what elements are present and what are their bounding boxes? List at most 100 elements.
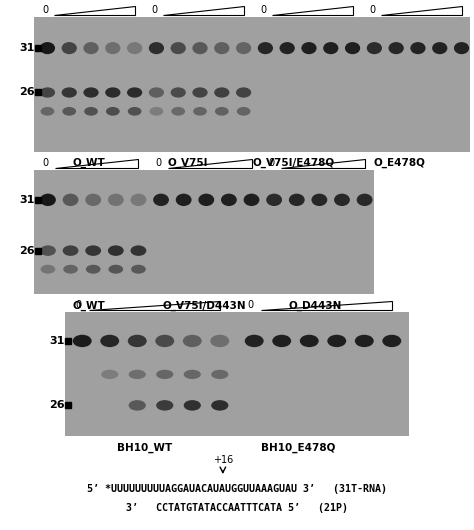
Text: 0: 0	[42, 5, 48, 15]
Ellipse shape	[130, 193, 146, 206]
Text: O_WT: O_WT	[72, 158, 105, 168]
Text: O_WT: O_WT	[72, 301, 105, 311]
Ellipse shape	[109, 265, 123, 273]
Bar	[35, 170, 374, 294]
Ellipse shape	[236, 42, 251, 54]
Ellipse shape	[101, 370, 118, 379]
Bar	[65, 313, 409, 436]
Ellipse shape	[171, 107, 185, 116]
Ellipse shape	[272, 335, 291, 347]
Text: 31: 31	[50, 336, 65, 346]
Ellipse shape	[84, 107, 98, 116]
Ellipse shape	[311, 193, 327, 206]
Ellipse shape	[300, 335, 319, 347]
Ellipse shape	[150, 107, 163, 116]
Ellipse shape	[131, 265, 146, 273]
Ellipse shape	[40, 42, 55, 54]
Ellipse shape	[176, 193, 191, 206]
Text: 0: 0	[269, 158, 275, 168]
Ellipse shape	[171, 42, 186, 54]
Ellipse shape	[211, 370, 228, 379]
Ellipse shape	[237, 107, 250, 116]
Ellipse shape	[100, 335, 119, 347]
Bar	[35, 17, 470, 152]
Ellipse shape	[155, 335, 174, 347]
Text: 5’ *UUUUUUUUUAGGAUACAUAUGGUUAAAGUAU 3’   (31T-RNA): 5’ *UUUUUUUUUAGGAUACAUAUGGUUAAAGUAU 3’ (…	[87, 484, 387, 494]
Ellipse shape	[41, 107, 55, 116]
Ellipse shape	[63, 193, 79, 206]
Text: O_V75I/E478Q: O_V75I/E478Q	[253, 158, 335, 168]
Ellipse shape	[214, 87, 229, 98]
Ellipse shape	[236, 87, 251, 98]
Ellipse shape	[105, 42, 120, 54]
Ellipse shape	[63, 265, 78, 273]
Text: 0: 0	[260, 5, 266, 15]
Text: 26: 26	[19, 87, 35, 98]
Ellipse shape	[153, 193, 169, 206]
Ellipse shape	[215, 107, 228, 116]
Ellipse shape	[149, 87, 164, 98]
Ellipse shape	[367, 42, 382, 54]
Ellipse shape	[108, 245, 124, 256]
Ellipse shape	[389, 42, 404, 54]
Ellipse shape	[210, 335, 229, 347]
Ellipse shape	[280, 42, 295, 54]
Ellipse shape	[198, 193, 214, 206]
Ellipse shape	[128, 370, 146, 379]
Text: BH10_E478Q: BH10_E478Q	[261, 443, 336, 453]
Polygon shape	[89, 301, 220, 311]
Polygon shape	[163, 6, 244, 15]
Ellipse shape	[85, 245, 101, 256]
Ellipse shape	[334, 193, 350, 206]
Polygon shape	[55, 158, 138, 168]
Polygon shape	[168, 158, 252, 168]
Ellipse shape	[301, 42, 317, 54]
Ellipse shape	[184, 370, 201, 379]
Polygon shape	[281, 158, 365, 168]
Ellipse shape	[40, 245, 56, 256]
Ellipse shape	[171, 87, 186, 98]
Ellipse shape	[83, 87, 99, 98]
Text: BH10_WT: BH10_WT	[118, 443, 173, 453]
Ellipse shape	[214, 42, 229, 54]
Ellipse shape	[244, 193, 259, 206]
Ellipse shape	[40, 193, 56, 206]
Ellipse shape	[156, 370, 173, 379]
Ellipse shape	[127, 87, 142, 98]
Ellipse shape	[156, 400, 173, 411]
Ellipse shape	[183, 335, 202, 347]
Ellipse shape	[62, 87, 77, 98]
Text: 0: 0	[369, 5, 375, 15]
Ellipse shape	[432, 42, 447, 54]
Ellipse shape	[130, 245, 146, 256]
Ellipse shape	[383, 335, 401, 347]
Ellipse shape	[245, 335, 264, 347]
Text: 0: 0	[248, 301, 254, 311]
Ellipse shape	[128, 335, 146, 347]
Ellipse shape	[192, 42, 208, 54]
Ellipse shape	[410, 42, 426, 54]
Ellipse shape	[184, 400, 201, 411]
Ellipse shape	[149, 42, 164, 54]
Text: 0: 0	[76, 301, 82, 311]
Text: +16: +16	[213, 455, 233, 465]
Ellipse shape	[211, 400, 228, 411]
Ellipse shape	[86, 265, 100, 273]
Text: 26: 26	[49, 400, 65, 410]
Ellipse shape	[108, 193, 124, 206]
Ellipse shape	[192, 87, 208, 98]
Ellipse shape	[105, 87, 120, 98]
Ellipse shape	[345, 42, 360, 54]
Ellipse shape	[128, 107, 142, 116]
Ellipse shape	[63, 107, 76, 116]
Ellipse shape	[128, 400, 146, 411]
Ellipse shape	[73, 335, 91, 347]
Ellipse shape	[106, 107, 120, 116]
Ellipse shape	[454, 42, 469, 54]
Ellipse shape	[289, 193, 305, 206]
Polygon shape	[381, 6, 462, 15]
Ellipse shape	[221, 193, 237, 206]
Ellipse shape	[40, 87, 55, 98]
Text: O_V75I/D443N: O_V75I/D443N	[162, 301, 246, 311]
Ellipse shape	[258, 42, 273, 54]
